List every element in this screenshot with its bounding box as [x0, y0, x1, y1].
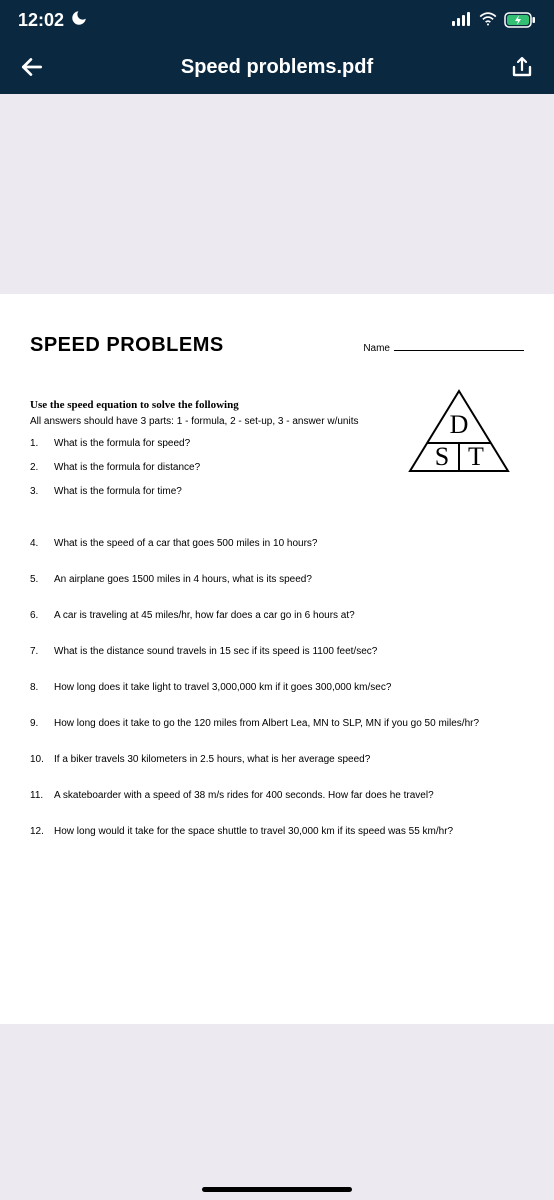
- nav-bar: Speed problems.pdf: [0, 40, 554, 94]
- question-item: 5. An airplane goes 1500 miles in 4 hours…: [30, 573, 524, 587]
- q-number: 7.: [30, 645, 46, 659]
- status-time: 12:02: [18, 10, 64, 31]
- doc-header: SPEED PROBLEMS Name: [30, 334, 524, 357]
- question-item: 11. A skateboarder with a speed of 38 m/s…: [30, 789, 524, 803]
- question-item: 7. What is the distance sound travels in …: [30, 645, 524, 659]
- q-number: 10.: [30, 753, 46, 767]
- signal-icon: [452, 10, 472, 31]
- q-number: 8.: [30, 681, 46, 695]
- question-item: 8. How long does it take light to travel …: [30, 681, 524, 695]
- battery-charging-icon: [504, 12, 536, 28]
- q-number: 3.: [30, 485, 46, 499]
- question-item: 10. If a biker travels 30 kilometers in 2…: [30, 753, 524, 767]
- share-button[interactable]: [508, 55, 536, 79]
- question-item: 4. What is the speed of a car that goes 5…: [30, 537, 524, 551]
- q-text: What is the distance sound travels in 15…: [54, 645, 377, 659]
- q-number: 5.: [30, 573, 46, 587]
- q-text: How long would it take for the space shu…: [54, 825, 453, 839]
- status-left: 12:02: [18, 9, 88, 32]
- q-number: 2.: [30, 461, 46, 475]
- doc-title: SPEED PROBLEMS: [30, 334, 224, 357]
- q-text: What is the speed of a car that goes 500…: [54, 537, 318, 551]
- question-item: 12. How long would it take for the space …: [30, 825, 524, 839]
- viewer-background[interactable]: [0, 94, 554, 294]
- document-page[interactable]: SPEED PROBLEMS Name Use the speed equati…: [0, 294, 554, 1024]
- q-text: How long does it take light to travel 3,…: [54, 681, 391, 695]
- q-text: What is the formula for distance?: [54, 461, 200, 475]
- dnd-moon-icon: [70, 9, 88, 32]
- triangle-right-letter: T: [468, 442, 484, 471]
- home-indicator[interactable]: [202, 1187, 352, 1192]
- status-bar: 12:02: [0, 0, 554, 40]
- triangle-left-letter: S: [435, 442, 449, 471]
- q-text: A skateboarder with a speed of 38 m/s ri…: [54, 789, 434, 803]
- q-number: 12.: [30, 825, 46, 839]
- q-text: If a biker travels 30 kilometers in 2.5 …: [54, 753, 370, 767]
- q-text: What is the formula for speed?: [54, 437, 190, 451]
- q-number: 9.: [30, 717, 46, 731]
- wifi-icon: [478, 10, 498, 31]
- name-field: Name: [363, 341, 524, 354]
- name-blank-line: [394, 341, 524, 351]
- q-number: 1.: [30, 437, 46, 451]
- triangle-top-letter: D: [450, 410, 469, 439]
- q-number: 4.: [30, 537, 46, 551]
- status-right: [452, 10, 536, 31]
- q-number: 11.: [30, 789, 46, 803]
- back-button[interactable]: [18, 54, 46, 80]
- question-list: 1. What is the formula for speed? 2. What …: [30, 437, 524, 839]
- q-number: 6.: [30, 609, 46, 623]
- q-text: An airplane goes 1500 miles in 4 hours, …: [54, 573, 312, 587]
- question-item: 9. How long does it take to go the 120 mi…: [30, 717, 524, 731]
- question-item: 6. A car is traveling at 45 miles/hr, how…: [30, 609, 524, 623]
- q-text: How long does it take to go the 120 mile…: [54, 717, 479, 731]
- dst-triangle-diagram: D S T: [404, 387, 514, 477]
- q-text: What is the formula for time?: [54, 485, 182, 499]
- question-item: 3. What is the formula for time?: [30, 485, 524, 499]
- q-text: A car is traveling at 45 miles/hr, how f…: [54, 609, 355, 623]
- nav-title: Speed problems.pdf: [46, 56, 508, 79]
- instructions-row: Use the speed equation to solve the foll…: [30, 397, 524, 429]
- name-label: Name: [363, 343, 390, 354]
